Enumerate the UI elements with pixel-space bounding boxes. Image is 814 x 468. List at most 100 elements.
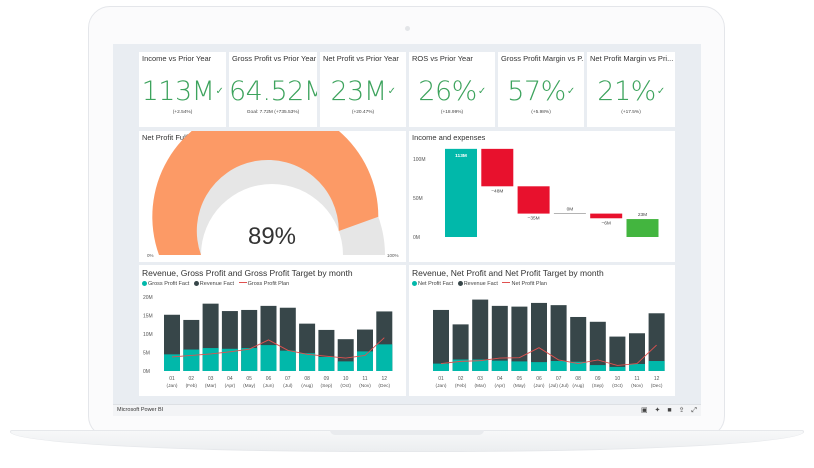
linkedin-icon[interactable]: ▣: [640, 407, 648, 414]
month-num-label: 12: [654, 376, 660, 382]
kpi-title: Income vs Prior Year: [142, 54, 212, 63]
kpi-title: ROS vs Prior Year: [412, 54, 473, 63]
status-bar: Microsoft Power BI ▣ ✦ ■ ⇪ ⤢: [113, 404, 701, 416]
profit-bar: [629, 363, 645, 371]
app-name-label: Microsoft Power BI: [117, 407, 164, 413]
twitter-icon[interactable]: ✦: [654, 407, 661, 414]
month-num-label: 02: [189, 376, 195, 382]
waterfall-data-label: 113M: [455, 153, 467, 159]
kpi-subtitle: (+20.47%): [351, 110, 375, 115]
waterfall-tile[interactable]: Income and expenses 100M 50M 0M 113M −48M −35…: [409, 131, 675, 262]
legend-dot-teal: [412, 281, 417, 286]
waterfall-ytick-label: 0M: [413, 235, 420, 241]
kpi-tile-net-margin[interactable]: Net Profit Margin vs Pri... 21%✓ (+17.5%…: [587, 52, 675, 127]
kpi-tile-gross-profit[interactable]: Gross Profit vs Prior Year 64.52M✓ Goal:…: [229, 52, 317, 127]
legend-item: Gross Profit Fact: [142, 281, 189, 287]
month-name-label: (Jan): [167, 383, 178, 389]
gross-profit-chart-tile[interactable]: Revenue, Gross Profit and Gross Profit T…: [139, 265, 406, 396]
month-name-label: (Dec): [378, 383, 390, 389]
facebook-icon[interactable]: ■: [667, 407, 672, 414]
kpi-value: 21%✓: [597, 76, 665, 107]
plan-line: [440, 344, 657, 366]
waterfall-bar: [517, 186, 550, 214]
profit-bar: [433, 363, 449, 371]
month-name-label: (May): [243, 383, 256, 389]
month-num-label: 06: [266, 376, 272, 382]
month-num-label: 10: [343, 376, 349, 382]
month-name-label: (Nov): [631, 383, 643, 389]
revenue-bar: [550, 305, 567, 371]
ytick-label: 10M: [143, 332, 153, 338]
waterfall-data-label: 0M: [567, 207, 574, 213]
revenue-bar: [433, 309, 449, 371]
legend-line-red: [502, 282, 511, 283]
profit-bar: [164, 354, 180, 371]
profit-bar: [357, 351, 373, 371]
profit-bar: [491, 360, 508, 371]
revenue-bar: [629, 333, 645, 371]
kpi-value: 26%✓: [418, 76, 486, 107]
month-num-label: 10: [615, 376, 621, 382]
month-num-label: 03: [477, 376, 483, 382]
profit-bar: [299, 353, 316, 371]
legend-item: Net Profit Plan: [502, 281, 547, 287]
month-num-label: 04: [227, 376, 233, 382]
share-icon[interactable]: ⇪: [678, 407, 685, 414]
kpi-tile-gross-margin[interactable]: Gross Profit Margin vs P... 57%✓ (+5.98%…: [498, 52, 584, 127]
month-name-label: (Oct): [612, 383, 623, 389]
revenue-bar: [491, 305, 508, 371]
profit-bar: [241, 348, 258, 371]
gauge-max-label: 100%: [387, 253, 399, 258]
month-name-label: (Mar): [205, 383, 217, 389]
month-name-label: (Apr): [494, 383, 505, 389]
expand-icon[interactable]: ⤢: [691, 407, 697, 414]
camera-dot: [405, 26, 410, 31]
laptop-base-notch: [330, 430, 484, 435]
legend-item: Revenue Fact: [457, 281, 498, 287]
month-name-label: (Aug): [301, 383, 313, 389]
month-name-label: (Oct): [340, 383, 351, 389]
legend-dot-dark: [457, 281, 463, 286]
net-chart-legend: Net Profit Fact Revenue Fact Net Profit …: [412, 281, 550, 287]
month-name-label: (Mar): [474, 383, 486, 389]
month-num-label: 09: [595, 376, 601, 382]
ytick-label: 0M: [143, 369, 150, 375]
month-num-label: 01: [169, 376, 175, 382]
kpi-value: 23M✓: [330, 76, 396, 107]
revenue-bar: [609, 336, 626, 371]
legend-line-red: [238, 282, 247, 283]
month-num-label: 05: [246, 376, 252, 382]
kpi-tile-ros[interactable]: ROS vs Prior Year 26%✓ (+18.99%): [409, 52, 495, 127]
ytick-label: 5M: [143, 351, 150, 357]
kpi-tile-net-profit[interactable]: Net Profit vs Prior Year 23M✓ (+20.47%): [320, 52, 406, 127]
month-num-label: 08: [304, 376, 310, 382]
month-name-label: (Jun): [263, 383, 274, 389]
month-name-label: (Jul) (Jul): [549, 383, 569, 389]
legend-item: Net Profit Fact: [412, 281, 453, 287]
waterfall-bar: [590, 213, 623, 219]
revenue-bar: [531, 302, 547, 371]
month-num-label: 04: [497, 376, 503, 382]
month-name-label: (Dec): [651, 383, 663, 389]
month-num-label: 07: [556, 376, 562, 382]
waterfall-ytick-label: 100M: [413, 157, 426, 163]
kpi-title: Net Profit Margin vs Pri...: [590, 54, 674, 63]
gauge-chart: 89% 0% 100%: [147, 131, 399, 258]
month-num-label: 08: [575, 376, 581, 382]
waterfall-ytick-label: 50M: [413, 196, 423, 202]
net-profit-chart-tile[interactable]: Revenue, Net Profit and Net Profit Targe…: [409, 265, 675, 396]
month-num-label: 11: [362, 376, 367, 382]
profit-bar: [570, 361, 587, 371]
month-num-label: 06: [536, 376, 542, 382]
kpi-value: 113M✓: [141, 76, 224, 107]
month-name-label: (Feb): [455, 383, 467, 389]
plan-line: [171, 337, 385, 359]
net-profit-bar-chart: 01(Jan)02(Feb)03(Mar)04(Apr)05(May)06(Ju…: [433, 299, 665, 389]
month-name-label: (Jun): [534, 383, 545, 389]
revenue-bar: [589, 321, 606, 371]
month-name-label: (Feb): [186, 383, 198, 389]
gauge-tile[interactable]: Net Profit Fulfillment 89% 0% 100%: [139, 131, 406, 262]
check-icon: ✓: [566, 86, 575, 97]
legend-item: Gross Profit Plan: [238, 281, 289, 287]
kpi-tile-income[interactable]: Income vs Prior Year 113M✓ (+2.54%): [139, 52, 226, 127]
